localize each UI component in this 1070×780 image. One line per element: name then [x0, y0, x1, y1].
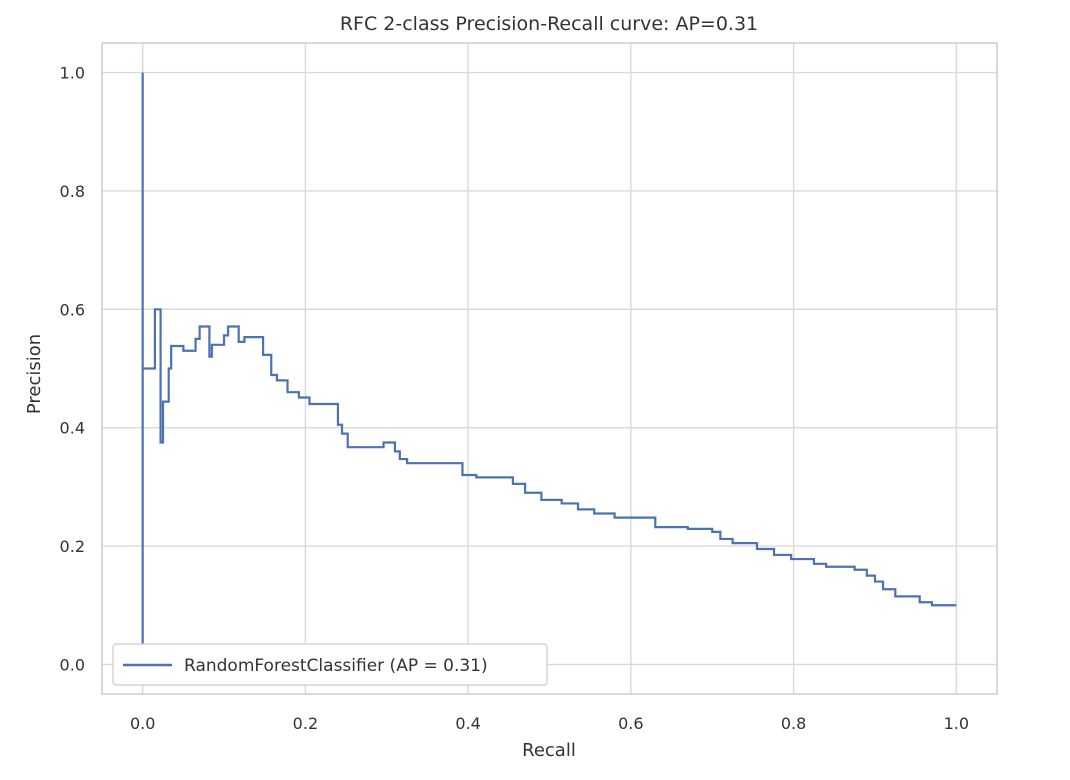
x-tick-label: 0.2 [293, 714, 318, 733]
y-tick-label: 0.4 [60, 419, 85, 438]
x-tick-label: 0.6 [618, 714, 643, 733]
y-tick-label: 0.8 [60, 182, 85, 201]
grid-lines [102, 43, 997, 694]
x-tick-label: 0.8 [781, 714, 806, 733]
legend-box [112, 643, 548, 686]
x-tick-label: 0.0 [130, 714, 155, 733]
tick-labels: 0.0 0.2 0.4 0.6 0.8 1.0 0.0 0.2 0.4 0.6 0.8 1.0 [60, 64, 969, 733]
x-tick-label: 0.4 [455, 714, 480, 733]
legend: RandomForestClassifier (AP = 0.31) [112, 643, 548, 686]
x-tick-label: 1.0 [944, 714, 969, 733]
legend-entry-random-forest: RandomForestClassifier (AP = 0.31) [184, 656, 488, 676]
y-axis-label: Precision [24, 334, 45, 414]
x-axis-label: Recall [522, 740, 576, 761]
y-tick-label: 1.0 [60, 64, 85, 83]
y-tick-label: 0.2 [60, 537, 85, 556]
y-tick-label: 0.6 [60, 300, 85, 319]
plot-frame [101, 42, 998, 695]
series-line-random-forest [141, 72, 957, 647]
chart-title: RFC 2-class Precision-Recall curve: AP=0… [340, 13, 758, 35]
y-tick-label: 0.0 [60, 655, 85, 674]
